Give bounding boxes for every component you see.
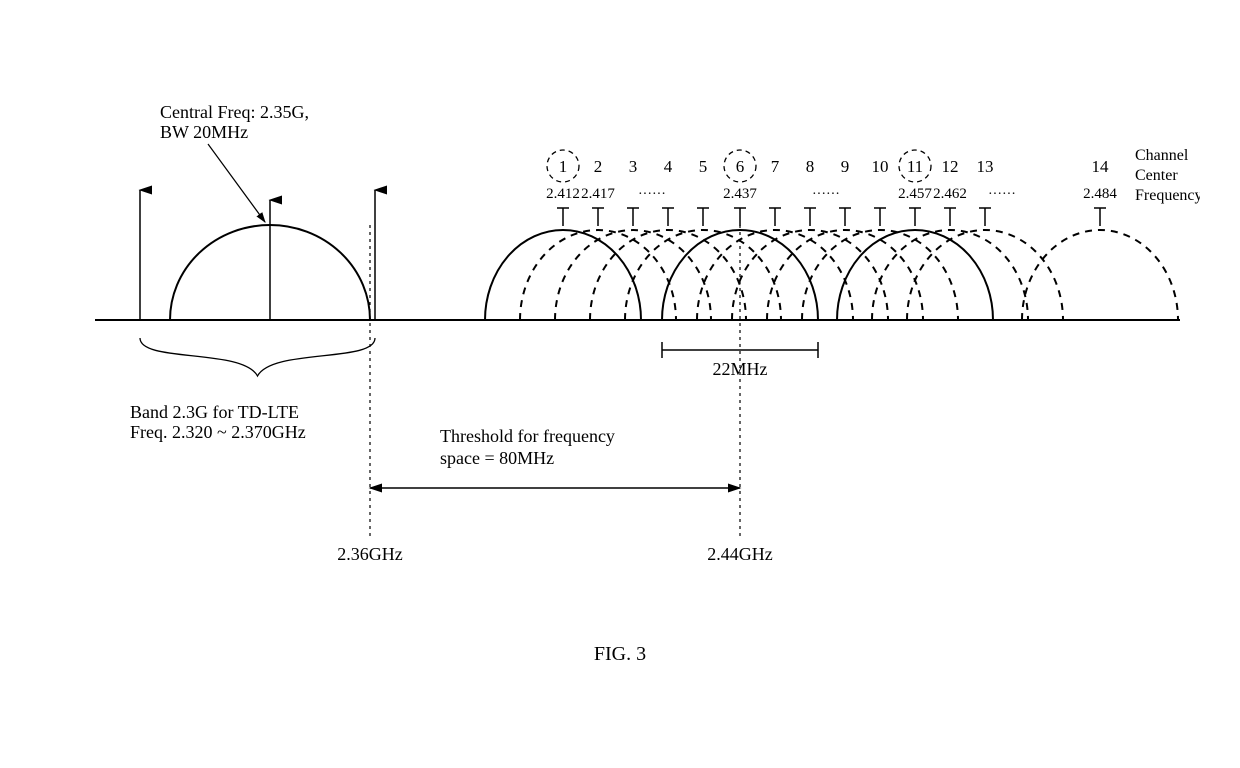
threshold-label-1: Threshold for frequency bbox=[440, 426, 615, 446]
channel-5-dome bbox=[625, 230, 781, 320]
freq-ellipsis-2: ······ bbox=[988, 187, 1016, 202]
lte-label-line1: Central Freq: 2.35G, bbox=[160, 102, 309, 122]
threshold-left-freq: 2.36GHz bbox=[337, 544, 403, 564]
lte-band-label-1: Band 2.3G for TD-LTE bbox=[130, 402, 299, 422]
channel-2-number: 2 bbox=[594, 157, 603, 176]
channel-4-number: 4 bbox=[664, 157, 673, 176]
channel-5-number: 5 bbox=[699, 157, 708, 176]
channel-6-number: 6 bbox=[736, 157, 745, 176]
threshold-label-2: space = 80MHz bbox=[440, 448, 554, 468]
channel-12-number: 12 bbox=[942, 157, 959, 176]
channel-11-dome bbox=[837, 230, 993, 320]
channel-6-freq: 2.437 bbox=[723, 186, 757, 202]
lte-brace bbox=[140, 338, 375, 376]
channel-4-dome bbox=[590, 230, 746, 320]
channel-9-dome bbox=[767, 230, 923, 320]
channel-11-number: 11 bbox=[907, 157, 923, 176]
channel-13-number: 13 bbox=[977, 157, 994, 176]
channel-center-label-1: Channel bbox=[1135, 147, 1189, 164]
channel-12-dome bbox=[872, 230, 1028, 320]
figure-label: FIG. 3 bbox=[594, 643, 646, 665]
channel-7-number: 7 bbox=[771, 157, 780, 176]
channel-2-freq: 2.417 bbox=[581, 186, 615, 202]
channel-center-label-2: Center bbox=[1135, 167, 1178, 184]
channel-3-number: 3 bbox=[629, 157, 638, 176]
channel-9-number: 9 bbox=[841, 157, 850, 176]
freq-ellipsis-1: ······ bbox=[812, 187, 840, 202]
channel-11-freq: 2.457 bbox=[898, 186, 932, 202]
channel-1-number: 1 bbox=[559, 157, 568, 176]
channel-3-dome bbox=[555, 230, 711, 320]
channel-8-number: 8 bbox=[806, 157, 815, 176]
channel-14-dome bbox=[1022, 230, 1178, 320]
lte-label-line2: BW 20MHz bbox=[160, 122, 248, 142]
frequency-diagram: Central Freq: 2.35G,BW 20MHz Band 2.3G fo… bbox=[40, 40, 1200, 680]
channel-10-dome bbox=[802, 230, 958, 320]
freq-ellipsis-0: ······ bbox=[638, 187, 666, 202]
channel-13-dome bbox=[907, 230, 1063, 320]
channel-7-dome bbox=[697, 230, 853, 320]
channel-14-freq: 2.484 bbox=[1083, 186, 1117, 202]
bw22-label: 22MHz bbox=[713, 359, 768, 379]
channel-14-number: 14 bbox=[1092, 157, 1110, 176]
channel-2-dome bbox=[520, 230, 676, 320]
lte-band-label-2: Freq. 2.320 ~ 2.370GHz bbox=[130, 422, 306, 442]
lte-annotation-arrow bbox=[208, 144, 265, 222]
channel-8-dome bbox=[732, 230, 888, 320]
channel-12-freq: 2.462 bbox=[933, 186, 967, 202]
threshold-right-freq: 2.44GHz bbox=[707, 544, 773, 564]
channel-1-freq: 2.412 bbox=[546, 186, 580, 202]
channel-center-label-3: Frequency bbox=[1135, 187, 1200, 204]
channel-10-number: 10 bbox=[872, 157, 889, 176]
channel-1-dome bbox=[485, 230, 641, 320]
